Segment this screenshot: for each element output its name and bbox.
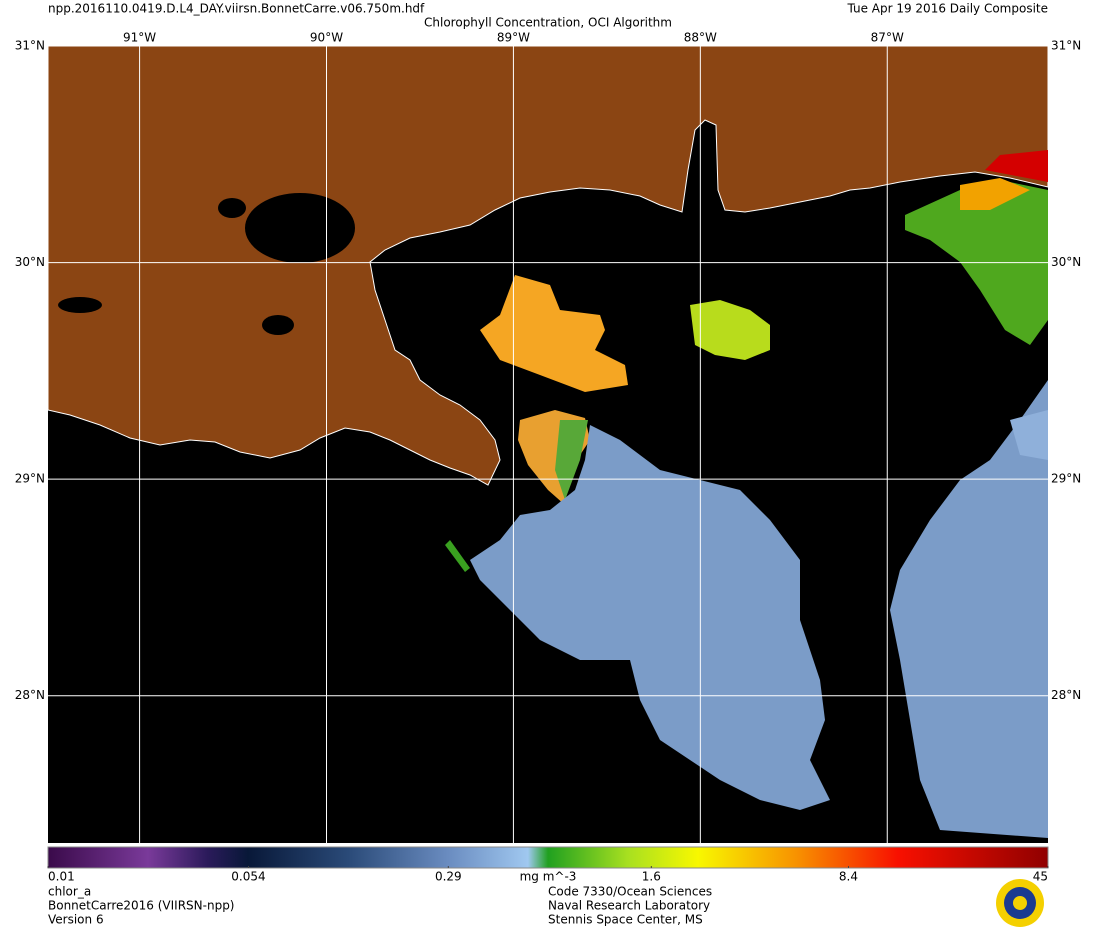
date-label: Tue Apr 19 2016 Daily Composite <box>846 2 1048 16</box>
land <box>47 45 1049 486</box>
lon-label: 87°W <box>871 31 904 45</box>
lat-label: 29°N <box>15 472 45 486</box>
lon-label: 89°W <box>497 31 530 45</box>
colorbar-label: 1.6 <box>642 870 661 884</box>
chlorophyll-patch <box>985 150 1048 182</box>
lat-label: 28°N <box>1051 688 1081 702</box>
lat-label: 31°N <box>1051 39 1081 53</box>
lat-label: 28°N <box>15 688 45 702</box>
footer-right: Code 7330/Ocean Sciences <box>548 885 712 899</box>
footer-left: chlor_a <box>48 885 91 899</box>
lat-label: 31°N <box>15 39 45 53</box>
footer-left: BonnetCarre2016 (VIIRSN-npp) <box>48 899 235 913</box>
colorbar-label: 8.4 <box>839 870 858 884</box>
lat-label: 29°N <box>1051 472 1081 486</box>
chlorophyll-patch <box>960 178 1030 210</box>
chlorophyll-patch <box>1010 410 1048 460</box>
chlorophyll-patch <box>890 380 1048 838</box>
lake <box>245 193 355 263</box>
lake <box>218 198 246 218</box>
footer-right: Naval Research Laboratory <box>548 899 710 913</box>
chlorophyll-patch <box>445 540 470 572</box>
footer-right: Stennis Space Center, MS <box>548 913 703 927</box>
colorbar-unit: mg m^-3 <box>520 870 577 884</box>
logo-emblem <box>1013 896 1027 910</box>
lat-label: 30°N <box>15 255 45 269</box>
lake <box>58 297 102 313</box>
lon-label: 90°W <box>310 31 343 45</box>
lake <box>262 315 294 335</box>
lat-label: 30°N <box>1051 255 1081 269</box>
map <box>47 45 1049 843</box>
chlorophyll-patch <box>555 420 588 500</box>
colorbar-label: 45 <box>1033 870 1048 884</box>
chlorophyll-patch <box>470 425 830 810</box>
colorbar <box>47 846 1049 869</box>
lon-label: 91°W <box>123 31 156 45</box>
map-title: Chlorophyll Concentration, OCI Algorithm <box>424 16 672 30</box>
footer-left: Version 6 <box>48 913 104 927</box>
file-name: npp.2016110.0419.D.L4_DAY.viirsn.BonnetC… <box>48 2 425 16</box>
logo <box>996 879 1044 927</box>
colorbar-label: 0.29 <box>435 870 462 884</box>
colorbar-label: 0.054 <box>231 870 265 884</box>
lon-label: 88°W <box>684 31 717 45</box>
chlorophyll-patch <box>480 275 628 392</box>
chlorophyll-patch <box>690 300 770 360</box>
colorbar-label: 0.01 <box>48 870 75 884</box>
